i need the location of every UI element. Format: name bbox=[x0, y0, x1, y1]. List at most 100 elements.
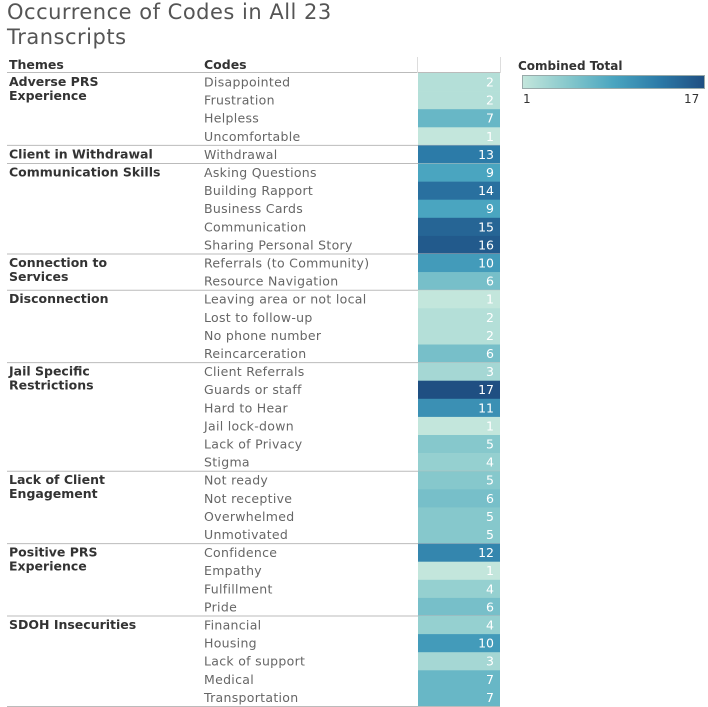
heat-cell bbox=[418, 670, 500, 689]
cell-value-label: 6 bbox=[486, 491, 494, 506]
heat-cell bbox=[418, 199, 500, 219]
cell-value-label: 15 bbox=[478, 219, 494, 234]
cell-value-label: 10 bbox=[478, 636, 494, 651]
heat-cell bbox=[418, 435, 500, 454]
heat-cell bbox=[418, 579, 500, 599]
heat-cell bbox=[418, 290, 500, 309]
code-label: Frustration bbox=[204, 93, 275, 108]
theme-label: Adverse PRS bbox=[9, 74, 98, 89]
theme-label: Jail Specific bbox=[8, 364, 90, 379]
heat-cell bbox=[418, 91, 500, 110]
cell-value-label: 2 bbox=[486, 75, 494, 90]
cell-value-label: 16 bbox=[478, 237, 494, 252]
cell-value-label: 9 bbox=[486, 165, 494, 180]
heat-cell bbox=[418, 616, 500, 635]
code-label: Empathy bbox=[204, 563, 262, 578]
code-label: Disappointed bbox=[204, 75, 290, 90]
cell-value-label: 6 bbox=[486, 346, 494, 361]
cell-value-label: 10 bbox=[478, 256, 494, 271]
cell-value-label: 5 bbox=[486, 473, 494, 488]
code-label: Lack of Privacy bbox=[204, 437, 303, 452]
code-label: Lost to follow-up bbox=[204, 310, 313, 325]
theme-label: Restrictions bbox=[9, 378, 94, 393]
code-label: No phone number bbox=[204, 328, 322, 343]
cell-value-label: 1 bbox=[486, 418, 494, 433]
code-label: Unmotivated bbox=[204, 527, 288, 542]
code-label: Hard to Hear bbox=[204, 400, 288, 415]
chart-title: Occurrence of Codes in All 23 Transcript… bbox=[7, 0, 332, 49]
code-label: Helpless bbox=[204, 111, 259, 126]
heat-cell bbox=[418, 652, 500, 671]
cell-value-label: 2 bbox=[486, 93, 494, 108]
code-label: Confidence bbox=[204, 545, 277, 560]
heat-cell bbox=[418, 217, 500, 237]
theme-label: Disconnection bbox=[9, 291, 109, 306]
theme-label: Experience bbox=[9, 559, 87, 574]
cell-value-label: 14 bbox=[478, 183, 494, 198]
code-label: Transportation bbox=[203, 690, 298, 705]
theme-label: Client in Withdrawal bbox=[9, 146, 153, 161]
cell-value-label: 7 bbox=[486, 690, 494, 705]
code-label: Pride bbox=[204, 599, 237, 614]
heat-cell bbox=[418, 272, 500, 291]
cell-value-label: 6 bbox=[486, 599, 494, 614]
heat-cell bbox=[418, 416, 500, 436]
heat-cell bbox=[418, 453, 500, 472]
cell-value-label: 2 bbox=[486, 310, 494, 325]
heat-cell bbox=[418, 235, 500, 255]
code-label: Client Referrals bbox=[204, 364, 305, 379]
code-label: Leaving area or not local bbox=[204, 292, 366, 307]
cell-value-label: 9 bbox=[486, 201, 494, 216]
cell-value-label: 4 bbox=[486, 581, 494, 596]
cell-value-label: 6 bbox=[486, 274, 494, 289]
heat-cell bbox=[418, 127, 500, 146]
heat-cell bbox=[418, 561, 500, 581]
cell-value-label: 4 bbox=[486, 618, 494, 633]
heat-cell bbox=[418, 380, 500, 400]
heat-cell bbox=[418, 471, 500, 490]
theme-label: Experience bbox=[9, 88, 87, 103]
heat-cell bbox=[418, 507, 500, 526]
cell-value-label: 11 bbox=[478, 400, 494, 415]
code-label: Not receptive bbox=[204, 491, 292, 506]
themes-column-header: Themes bbox=[9, 57, 64, 72]
cell-value-label: 13 bbox=[478, 147, 494, 162]
code-label: Fulfillment bbox=[204, 581, 273, 596]
theme-label: Communication Skills bbox=[9, 165, 160, 180]
legend-min-label: 1 bbox=[523, 92, 531, 106]
cell-value-label: 3 bbox=[486, 654, 494, 669]
cell-value-label: 3 bbox=[486, 364, 494, 379]
code-label: Not ready bbox=[204, 473, 268, 488]
cell-value-label: 4 bbox=[486, 455, 494, 470]
code-label: Resource Navigation bbox=[204, 274, 338, 289]
code-label: Building Rapport bbox=[204, 183, 313, 198]
code-label: Jail lock-down bbox=[203, 418, 294, 433]
code-label: Stigma bbox=[204, 455, 250, 470]
code-label: Uncomfortable bbox=[204, 129, 301, 144]
cell-value-label: 12 bbox=[478, 545, 494, 560]
heat-cell bbox=[418, 308, 500, 327]
heat-cell bbox=[418, 688, 500, 707]
cell-value-label: 1 bbox=[486, 292, 494, 307]
heat-cell bbox=[418, 326, 500, 345]
heat-cell bbox=[418, 398, 500, 418]
heat-cell bbox=[418, 634, 500, 653]
theme-label: Services bbox=[9, 269, 68, 284]
heat-cell bbox=[418, 344, 500, 363]
code-label: Medical bbox=[204, 672, 254, 687]
heat-cell bbox=[418, 362, 500, 381]
heat-cell bbox=[418, 597, 500, 617]
cell-value-label: 17 bbox=[478, 382, 494, 397]
code-label: Business Cards bbox=[204, 201, 303, 216]
heat-cell bbox=[418, 163, 500, 182]
code-label: Communication bbox=[204, 219, 306, 234]
cell-value-label: 1 bbox=[486, 563, 494, 578]
code-label: Referrals (to Community) bbox=[204, 256, 369, 271]
legend-color-scale bbox=[522, 75, 705, 89]
heat-cell bbox=[418, 254, 500, 273]
theme-label: Positive PRS bbox=[9, 545, 98, 560]
cell-value-label: 5 bbox=[486, 509, 494, 524]
cell-value-label: 2 bbox=[486, 328, 494, 343]
legend-title: Combined Total bbox=[518, 59, 623, 73]
